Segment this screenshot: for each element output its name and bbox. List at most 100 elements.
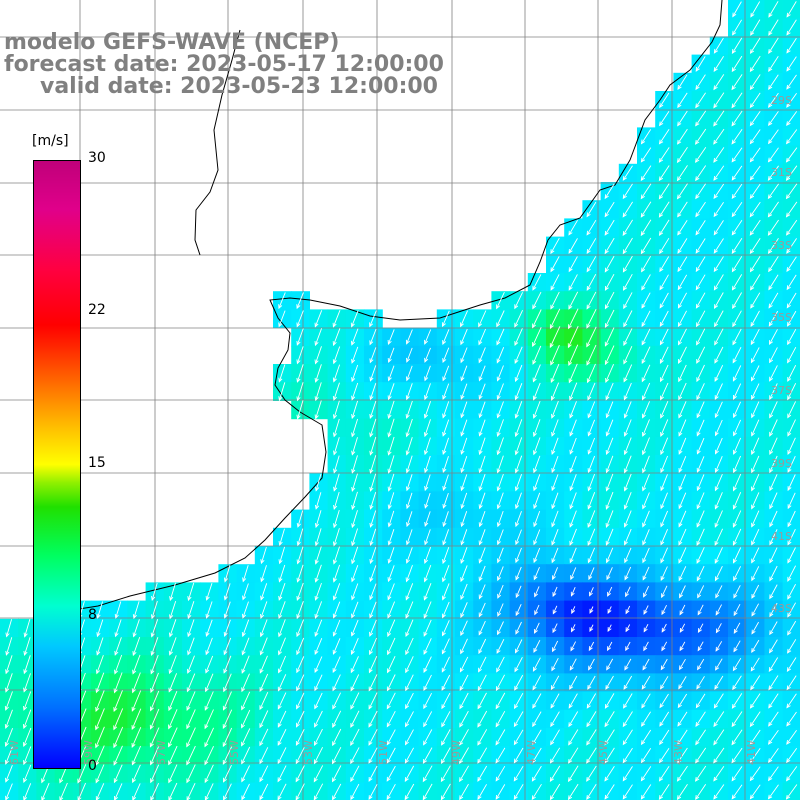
wind-arrow [714,328,724,346]
wind-arrow [369,365,377,382]
wind-arrow [478,419,486,437]
wind-arrow [296,601,304,620]
wind-arrow [713,256,724,273]
wind-arrow [441,601,450,619]
wind-arrow [751,603,759,617]
arrow-shaft [350,765,360,782]
arrow-shaft [660,364,669,382]
arrow-shaft [588,641,595,651]
arrow-head [750,303,755,309]
wind-arrow [568,729,579,746]
wind-arrow [640,201,652,218]
wind-arrow [551,419,559,437]
arrow-head [496,558,501,564]
wind-arrow [570,567,577,581]
arrow-head [679,610,684,616]
wind-arrow [478,620,486,636]
wind-arrow [533,474,541,492]
arrow-shaft [242,583,249,600]
wind-arrow [440,765,451,783]
arrow-shaft [222,746,233,765]
wind-arrow [459,765,469,783]
wind-arrow [369,546,377,565]
arrow-shaft [715,658,723,671]
wind-arrow [605,419,614,437]
arrow-shaft [459,692,469,709]
arrow-head [423,432,429,438]
arrow-head [731,212,737,218]
wind-arrow [750,19,761,36]
wind-arrow [696,474,705,492]
wind-arrow [550,711,560,728]
arrow-shaft [131,727,142,748]
wind-arrow [23,655,31,675]
wind-arrow [659,274,669,291]
wind-arrow [768,657,779,672]
arrow-shaft [549,308,561,329]
arrow-head [676,776,682,782]
arrow-shaft [532,693,542,709]
arrow-head [785,139,791,145]
wind-arrow [642,529,650,546]
wind-arrow [641,364,651,383]
arrow-shaft [223,691,232,710]
wind-arrow [350,692,360,710]
arrow-shaft [224,601,231,618]
arrow-head [624,558,629,564]
arrow-head [604,304,609,310]
arrow-head [405,432,410,438]
wind-arrow [277,747,287,765]
arrow-head [423,413,429,419]
arrow-head [659,267,664,273]
arrow-shaft [278,582,286,601]
wind-arrow [278,382,286,402]
arrow-shaft [496,292,505,309]
wind-arrow [749,693,761,709]
arrow-shaft [459,729,469,746]
wind-arrow [495,710,506,728]
arrow-head [660,504,665,510]
arrow-shaft [768,675,779,690]
arrow-head [570,591,575,597]
arrow-head [623,377,628,383]
arrow-shaft [768,92,779,108]
wind-arrow [23,618,31,638]
arrow-shaft [642,547,650,563]
arrow-head [296,632,301,638]
arrow-shaft [732,292,742,309]
arrow-head [23,705,28,711]
arrow-shaft [552,605,558,614]
arrow-shaft [604,183,615,199]
wind-arrow [604,765,615,782]
wind-arrow [369,383,377,401]
arrow-head [660,522,665,528]
wind-arrow [622,237,633,255]
arrow-shaft [278,655,287,673]
arrow-head [478,431,483,437]
arrow-shaft [642,382,651,400]
arrow-shaft [296,310,304,327]
arrow-shaft [733,419,742,436]
arrow-head [442,413,447,419]
wind-arrow [296,292,304,310]
wind-arrow [571,624,576,633]
arrow-shaft [768,766,779,781]
arrow-head [131,725,136,731]
wind-arrow [568,256,578,273]
wind-arrow [642,547,650,564]
wind-arrow [731,110,743,127]
arrow-head [587,558,592,564]
wind-arrow [442,383,450,400]
wind-arrow [679,585,686,599]
arrow-shaft [679,641,686,651]
arrow-shaft [787,456,796,473]
wind-arrow [442,419,450,437]
wind-arrow [695,711,706,727]
wind-arrow [787,346,797,364]
arrow-head [404,795,409,801]
wind-arrow [496,292,505,310]
arrow-shaft [551,510,559,527]
colorbar-tick-22: 22 [88,302,106,318]
wind-arrow [751,639,760,653]
arrow-head [368,722,373,728]
